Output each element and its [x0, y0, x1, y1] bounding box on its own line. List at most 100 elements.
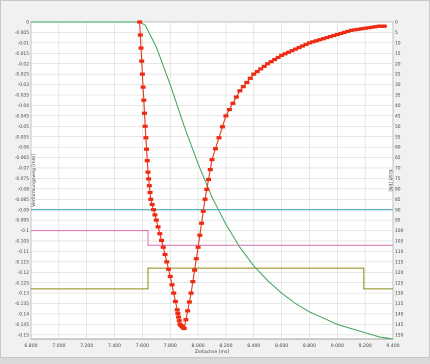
data-point — [204, 187, 210, 191]
y-left-tick-label: -0.15 — [18, 332, 30, 338]
data-point — [212, 147, 218, 151]
data-point — [306, 41, 312, 45]
data-point — [345, 29, 351, 33]
y-right-tick-label: 105 — [395, 239, 404, 245]
data-point — [172, 299, 178, 304]
data-point — [272, 57, 278, 62]
y-right-tick-label: 45 — [395, 113, 401, 119]
data-point — [359, 27, 365, 31]
data-point — [338, 31, 344, 36]
data-point — [320, 37, 326, 41]
data-point — [331, 33, 337, 38]
series-line — [31, 267, 393, 290]
data-point — [286, 50, 292, 54]
y-right-tick-label: 30 — [395, 82, 401, 88]
y-right-tick-label: 5 — [395, 30, 398, 36]
data-point — [146, 177, 152, 181]
data-point — [327, 34, 333, 39]
data-point — [145, 170, 151, 174]
x-tick-label: 9.000 — [331, 343, 344, 349]
data-point — [247, 76, 253, 80]
y-left-tick-label: -0.025 — [15, 72, 29, 78]
data-point — [366, 26, 372, 30]
y-left-axis-label: Verformungsweg [mm] — [31, 154, 37, 207]
y-right-tick-label: 115 — [395, 259, 404, 265]
data-point — [206, 177, 212, 182]
y-right-tick-label: 140 — [395, 312, 404, 318]
data-point — [207, 167, 213, 172]
data-point — [219, 125, 225, 129]
y-left-tick-label: -0.01 — [18, 40, 30, 46]
y-right-tick-label: 85 — [395, 197, 401, 203]
data-point — [185, 309, 191, 313]
data-point — [140, 85, 146, 89]
y-left-tick-label: -0.14 — [18, 312, 30, 318]
data-point — [282, 52, 288, 56]
data-point — [230, 101, 236, 105]
data-point — [324, 36, 330, 40]
y-right-tick-label: 55 — [395, 134, 401, 140]
data-point — [254, 69, 260, 74]
data-point — [176, 319, 182, 323]
data-point — [141, 111, 147, 115]
y-left-tick-label: -0.005 — [15, 30, 29, 36]
data-point — [200, 209, 206, 213]
x-tick-label: 7.800 — [164, 343, 177, 349]
data-point — [138, 46, 144, 50]
data-point — [251, 72, 257, 76]
y-left-tick-label: -0.135 — [15, 301, 29, 307]
x-tick-label: 7.000 — [52, 343, 65, 349]
data-point — [202, 197, 208, 201]
data-point — [244, 80, 250, 85]
x-tick-label: 8.200 — [219, 343, 232, 349]
data-point — [237, 89, 243, 93]
data-point — [175, 311, 181, 316]
y-right-tick-label: 95 — [395, 218, 401, 224]
data-point — [313, 39, 319, 43]
plot-area — [30, 21, 394, 340]
data-point — [209, 158, 215, 162]
data-point — [197, 233, 203, 237]
y-right-tick-label: 10 — [395, 40, 401, 46]
y-left-tick-label: -0.09 — [18, 207, 30, 213]
y-right-tick-label: 130 — [395, 291, 404, 297]
y-right-tick-label: 15 — [395, 51, 401, 57]
y-left-tick-label: -0.06 — [18, 145, 30, 151]
data-point — [181, 326, 187, 331]
y-right-tick-label: 20 — [395, 61, 401, 67]
y-left-tick-label: -0.03 — [18, 82, 30, 88]
y-right-tick-label: 70 — [395, 166, 401, 172]
data-point — [151, 208, 157, 212]
y-right-tick-label: 50 — [395, 124, 401, 130]
data-point — [149, 202, 155, 207]
data-point — [160, 245, 166, 249]
data-point — [223, 114, 229, 118]
data-point — [233, 95, 239, 99]
y-right-tick-label: 90 — [395, 207, 401, 213]
x-tick-label: 6.800 — [24, 343, 37, 349]
x-tick-label: 8.400 — [247, 343, 260, 349]
data-point — [155, 225, 161, 229]
data-point — [352, 28, 358, 32]
data-point — [317, 38, 323, 42]
y-right-tick-label: 25 — [395, 72, 401, 78]
y-left-tick-label: -0.145 — [15, 322, 29, 328]
y-right-tick-label: 100 — [395, 228, 404, 234]
y-left-tick-label: -0.045 — [15, 113, 29, 119]
data-point — [190, 280, 196, 284]
x-tick-label: 9.400 — [386, 343, 399, 349]
data-point — [341, 30, 347, 35]
y-left-tick-label: -0.11 — [18, 249, 30, 255]
y-right-tick-label: 40 — [395, 103, 401, 109]
x-tick-label: 9.200 — [359, 343, 372, 349]
data-point — [143, 136, 149, 140]
y-right-tick-label: 110 — [395, 249, 404, 255]
data-point — [147, 190, 153, 195]
series-line — [31, 230, 393, 246]
y-left-tick-label: -0.035 — [15, 93, 29, 99]
data-point — [142, 124, 148, 128]
y-right-tick-label: 135 — [395, 301, 404, 307]
data-point — [137, 33, 143, 37]
y-right-tick-label: 65 — [395, 155, 401, 161]
data-point — [193, 257, 199, 261]
